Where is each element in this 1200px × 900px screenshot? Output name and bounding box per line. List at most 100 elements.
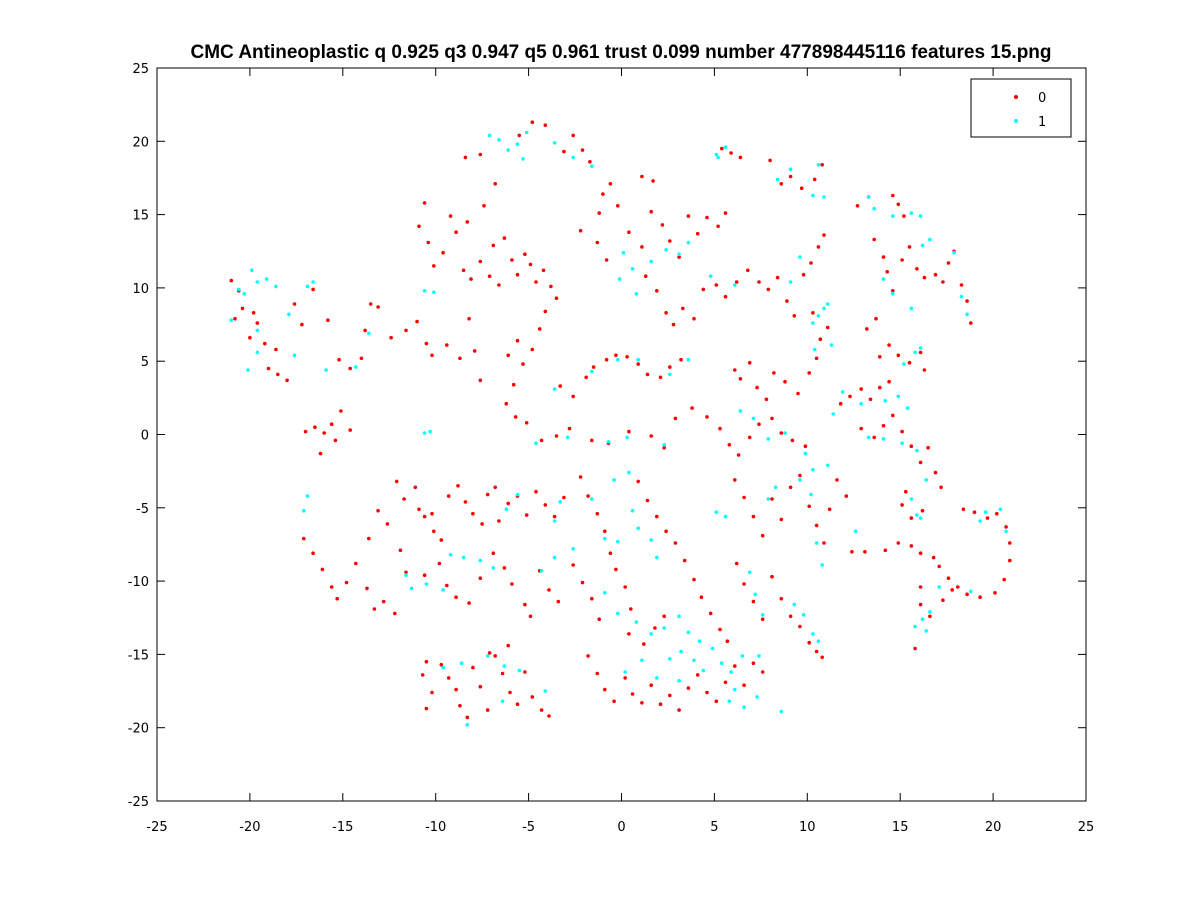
data-point: [740, 654, 745, 658]
data-point: [630, 508, 635, 513]
data-point: [627, 230, 631, 234]
data-point: [904, 489, 908, 494]
x-tick-label: -25: [146, 820, 167, 835]
data-point: [905, 406, 910, 410]
data-point: [404, 573, 408, 577]
data-point: [993, 591, 997, 595]
data-point: [891, 193, 895, 198]
data-point: [655, 514, 659, 519]
data-point: [515, 702, 520, 706]
data-point: [918, 516, 923, 520]
data-point: [918, 585, 923, 589]
data-point: [255, 321, 260, 325]
chart-title: CMC Antineoplastic q 0.925 q3 0.947 q5 0…: [190, 42, 1051, 63]
data-point: [493, 485, 498, 490]
data-point: [565, 435, 570, 440]
data-point: [751, 661, 756, 665]
data-point: [891, 289, 895, 293]
data-point: [478, 152, 483, 157]
data-point: [792, 602, 797, 607]
data-point: [482, 204, 486, 208]
data-point: [881, 437, 886, 441]
data-point: [448, 552, 453, 557]
data-point: [733, 283, 737, 287]
data-point: [595, 240, 600, 245]
data-point: [891, 214, 895, 218]
data-point: [909, 306, 914, 311]
data-point: [530, 347, 535, 352]
data-point: [747, 570, 752, 575]
data-point: [822, 233, 826, 237]
data-point: [354, 365, 358, 369]
data-point: [725, 639, 730, 643]
data-point: [601, 192, 605, 196]
y-tick-label: -10: [128, 575, 149, 590]
legend-marker: [1014, 119, 1018, 123]
data-point: [692, 658, 696, 663]
data-point: [394, 479, 399, 484]
data-point: [779, 517, 784, 522]
data-point: [649, 434, 653, 438]
data-point: [922, 275, 927, 280]
data-point: [603, 529, 607, 534]
data-point: [552, 387, 557, 391]
data-point: [608, 182, 613, 186]
data-point: [723, 514, 728, 519]
data-point: [801, 613, 806, 617]
data-point: [497, 283, 501, 287]
data-point: [820, 163, 824, 167]
data-point: [292, 302, 297, 306]
data-point: [539, 708, 544, 712]
data-point: [240, 306, 245, 311]
data-point: [788, 167, 793, 171]
data-point: [389, 335, 393, 340]
data-point: [907, 245, 912, 249]
data-point: [636, 526, 640, 531]
data-point: [580, 580, 585, 585]
data-point: [478, 259, 483, 264]
data-point: [590, 438, 594, 443]
data-point: [500, 699, 505, 704]
data-point: [608, 551, 613, 555]
data-point: [603, 591, 607, 595]
data-point: [907, 360, 912, 365]
data-point: [783, 379, 787, 384]
data-point: [588, 160, 592, 164]
data-point: [658, 375, 663, 380]
data-point: [668, 693, 672, 698]
data-point: [686, 357, 691, 362]
data-point: [424, 582, 429, 586]
data-point: [863, 550, 867, 554]
data-point: [729, 670, 733, 674]
data-point: [814, 356, 819, 361]
data-point: [878, 355, 882, 359]
data-point: [311, 287, 315, 292]
data-point: [318, 451, 323, 456]
data-point: [920, 243, 925, 248]
data-point: [978, 595, 982, 599]
data-point: [636, 362, 640, 366]
data-point: [655, 289, 659, 293]
data-point: [812, 347, 817, 352]
data-point: [918, 602, 923, 607]
x-tick-label: 15: [892, 820, 909, 835]
data-point: [348, 428, 353, 432]
data-point: [543, 123, 548, 127]
data-point: [590, 164, 594, 168]
data-point: [487, 274, 492, 279]
data-point: [630, 692, 635, 696]
data-point: [415, 319, 419, 324]
data-point: [783, 431, 787, 435]
data-point: [497, 519, 501, 523]
data-point: [534, 280, 538, 284]
data-point: [368, 302, 373, 306]
data-point: [590, 369, 594, 374]
data-point: [649, 632, 653, 636]
data-point: [933, 470, 938, 475]
data-point: [367, 536, 371, 541]
data-point: [995, 511, 999, 516]
data-point: [913, 646, 917, 651]
data-point: [909, 211, 914, 215]
data-point: [459, 661, 464, 665]
data-point: [398, 548, 403, 553]
